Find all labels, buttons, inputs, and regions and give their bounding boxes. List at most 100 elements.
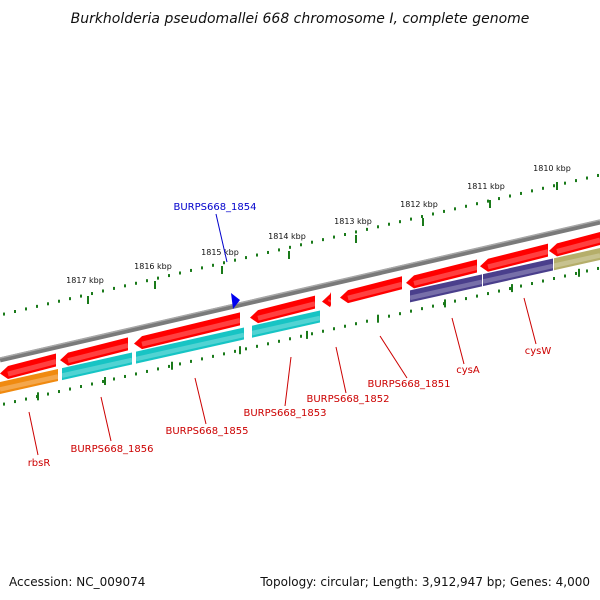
ruler-tick (157, 367, 159, 371)
forward-gene[interactable] (0, 353, 56, 379)
cds-feature[interactable] (62, 352, 132, 381)
gene-label-cysw[interactable]: cysW (525, 346, 552, 357)
ruler-tick (476, 294, 478, 298)
gene-label-burps668_1855[interactable]: BURPS668_1855 (165, 426, 248, 437)
gene-shade (482, 263, 554, 284)
cds-feature[interactable] (0, 369, 58, 394)
gene-label-burps668_1851[interactable]: BURPS668_1851 (367, 379, 450, 390)
forward-gene[interactable] (60, 337, 128, 366)
ruler-tick (498, 197, 500, 201)
ruler-tick (3, 402, 5, 406)
ruler-tick (113, 377, 115, 381)
forward-gene[interactable] (549, 232, 600, 257)
ruler-tick (421, 307, 423, 311)
ruler-tick (212, 354, 214, 358)
ruler-tick (388, 314, 390, 318)
ruler-major-tick (239, 346, 241, 355)
gene-label-burps668_1853[interactable]: BURPS668_1853 (243, 408, 326, 419)
ruler-tick (487, 199, 489, 203)
gene-label-burps668_1856[interactable]: BURPS668_1856 (70, 444, 153, 455)
map-title: Burkholderia pseudomallei 668 chromosome… (71, 11, 530, 27)
ruler-tick (542, 186, 544, 190)
ruler-tick (80, 294, 82, 298)
ruler-tick (311, 332, 313, 336)
ruler-tick (146, 279, 148, 283)
ruler-tick (212, 263, 214, 267)
ruler-tick (322, 329, 324, 333)
ruler-tick (553, 184, 555, 188)
cds-features (0, 248, 600, 394)
gene-shade (141, 318, 241, 347)
cds-feature[interactable] (483, 258, 553, 287)
ruler-tick (124, 284, 126, 288)
cds-feature[interactable] (252, 310, 320, 338)
gene-shade (67, 343, 129, 364)
gene-label-cysa[interactable]: cysA (456, 365, 480, 376)
ruler-labels: 1810 kbp 1811 kbp 1812 kbp 1813 kbp 1814 kbp… (66, 164, 571, 285)
ruler-tick (135, 281, 137, 285)
ruler-tick (597, 173, 599, 177)
ruler-tick (421, 215, 423, 219)
accession-text: Accession: NC_009074 (9, 575, 145, 589)
gene-shade (0, 374, 59, 392)
ruler-major-tick (221, 266, 223, 274)
chromosome-backbone-highlight (0, 219, 600, 359)
cds-feature[interactable] (136, 327, 244, 364)
ruler-tick (410, 217, 412, 221)
ruler-tick (14, 310, 16, 313)
forward-gene[interactable] (340, 276, 402, 304)
ruler-tick (289, 337, 291, 341)
ruler-major-tick (171, 361, 173, 370)
ruler-tick (234, 258, 236, 262)
ruler-tick (47, 392, 49, 396)
ruler-tick (333, 235, 335, 239)
ruler-tick (322, 238, 324, 242)
label-leader-line (379, 335, 408, 379)
ruler-tick (465, 297, 467, 301)
gene-label-burps668_1854[interactable]: BURPS668_1854 (173, 202, 256, 213)
gene-label-rbsr[interactable]: rbsR (28, 458, 51, 469)
cds-feature[interactable] (554, 248, 600, 271)
ruler-tick (344, 233, 346, 236)
ruler-tick (278, 339, 280, 343)
ruler-tick (91, 292, 93, 296)
ruler-tick (311, 240, 313, 244)
ruler-tick (344, 324, 346, 328)
forward-gene[interactable] (322, 292, 331, 308)
ruler-tick (476, 202, 478, 206)
gene-label-burps668_1852[interactable]: BURPS668_1852 (306, 394, 389, 405)
gene-shade (257, 301, 316, 321)
ruler-tick (25, 307, 27, 311)
ruler-tick (586, 176, 588, 180)
ruler-tick (168, 274, 170, 278)
gene-shade (413, 265, 478, 286)
ruler-tick (509, 194, 511, 198)
position-marker[interactable] (231, 293, 240, 309)
forward-gene[interactable] (406, 259, 477, 289)
ruler-tick (586, 269, 588, 273)
forward-gene[interactable] (134, 312, 240, 350)
ruler-tick (91, 382, 93, 386)
outer-ruler (3, 173, 599, 316)
label-leader-line (215, 213, 228, 263)
gene-shade (487, 249, 549, 270)
label-leader-line (284, 356, 292, 407)
chromosome-backbone (0, 219, 600, 363)
cds-feature[interactable] (410, 274, 482, 303)
ruler-tick (135, 372, 137, 376)
forward-gene[interactable] (250, 295, 315, 324)
ruler-tick (179, 362, 181, 366)
ruler-tick (575, 271, 577, 275)
forward-gene[interactable] (480, 243, 548, 272)
gene-shade (327, 299, 334, 304)
ruler-tick (256, 344, 258, 348)
ruler-major-tick (556, 182, 558, 190)
ruler-tick (410, 309, 412, 313)
ruler-tick (190, 268, 192, 272)
ruler-major-tick (355, 235, 357, 243)
inner-ruler (3, 266, 599, 406)
ruler-tick (58, 390, 60, 394)
ruler-tick (564, 274, 566, 278)
ruler-tick (542, 279, 544, 283)
ruler-tick (113, 286, 115, 290)
